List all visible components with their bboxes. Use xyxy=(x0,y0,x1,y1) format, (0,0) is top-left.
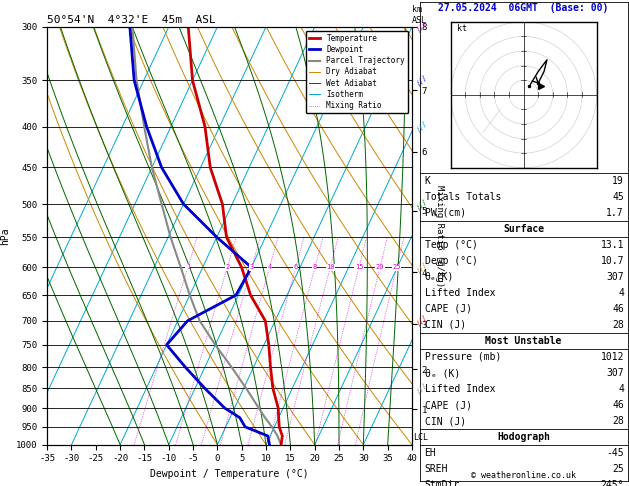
Text: 2: 2 xyxy=(225,264,230,270)
Text: -45: -45 xyxy=(606,448,624,458)
Text: 6: 6 xyxy=(294,264,298,270)
Text: PW (cm): PW (cm) xyxy=(425,208,465,218)
Text: 46: 46 xyxy=(612,304,624,314)
Text: 50°54'N  4°32'E  45m  ASL: 50°54'N 4°32'E 45m ASL xyxy=(47,15,216,25)
Text: ///: /// xyxy=(415,382,428,395)
Text: Lifted Index: Lifted Index xyxy=(425,384,495,394)
Text: ///: /// xyxy=(415,73,428,87)
Text: Surface: Surface xyxy=(503,224,544,234)
Text: Hodograph: Hodograph xyxy=(497,432,550,442)
Y-axis label: hPa: hPa xyxy=(1,227,11,244)
Text: θₑ(K): θₑ(K) xyxy=(425,272,454,282)
Text: 46: 46 xyxy=(612,400,624,410)
Text: 27.05.2024  06GMT  (Base: 00): 27.05.2024 06GMT (Base: 00) xyxy=(438,3,609,14)
Text: 13.1: 13.1 xyxy=(601,240,624,250)
Text: 4: 4 xyxy=(618,384,624,394)
Text: θₑ (K): θₑ (K) xyxy=(425,368,460,378)
Text: kt: kt xyxy=(457,24,467,33)
Text: 8: 8 xyxy=(313,264,317,270)
Text: Pressure (mb): Pressure (mb) xyxy=(425,352,501,362)
Text: Dewp (°C): Dewp (°C) xyxy=(425,256,477,266)
Y-axis label: Mixing Ratio (g/kg): Mixing Ratio (g/kg) xyxy=(435,185,443,287)
Legend: Temperature, Dewpoint, Parcel Trajectory, Dry Adiabat, Wet Adiabat, Isotherm, Mi: Temperature, Dewpoint, Parcel Trajectory… xyxy=(306,31,408,113)
Text: LCL: LCL xyxy=(413,433,428,442)
Text: 28: 28 xyxy=(612,416,624,426)
Text: 307: 307 xyxy=(606,368,624,378)
Text: 19: 19 xyxy=(612,175,624,186)
Text: 1: 1 xyxy=(186,264,190,270)
Text: 15: 15 xyxy=(355,264,363,270)
Text: EH: EH xyxy=(425,448,437,458)
Text: ///: /// xyxy=(415,20,428,34)
Text: 245°: 245° xyxy=(601,480,624,486)
Text: 10.7: 10.7 xyxy=(601,256,624,266)
Text: 45: 45 xyxy=(612,191,624,202)
Text: 28: 28 xyxy=(612,320,624,330)
Text: CIN (J): CIN (J) xyxy=(425,416,465,426)
Text: 1.7: 1.7 xyxy=(606,208,624,218)
Text: 10: 10 xyxy=(326,264,335,270)
Text: CIN (J): CIN (J) xyxy=(425,320,465,330)
Text: 4: 4 xyxy=(267,264,272,270)
Text: ///: /// xyxy=(415,120,428,133)
Text: ///: /// xyxy=(415,197,428,211)
Text: 3: 3 xyxy=(250,264,253,270)
Text: Totals Totals: Totals Totals xyxy=(425,191,501,202)
Text: Most Unstable: Most Unstable xyxy=(486,336,562,346)
Text: 20: 20 xyxy=(376,264,384,270)
X-axis label: Dewpoint / Temperature (°C): Dewpoint / Temperature (°C) xyxy=(150,469,309,479)
Text: 25: 25 xyxy=(612,464,624,474)
Text: SREH: SREH xyxy=(425,464,448,474)
Text: 4: 4 xyxy=(618,288,624,298)
Text: CAPE (J): CAPE (J) xyxy=(425,400,472,410)
Text: StmDir: StmDir xyxy=(425,480,460,486)
Text: km
ASL: km ASL xyxy=(412,5,427,25)
Text: K: K xyxy=(425,175,430,186)
Text: 1012: 1012 xyxy=(601,352,624,362)
Text: © weatheronline.co.uk: © weatheronline.co.uk xyxy=(471,470,576,480)
Text: Lifted Index: Lifted Index xyxy=(425,288,495,298)
Text: 25: 25 xyxy=(392,264,401,270)
Text: Temp (°C): Temp (°C) xyxy=(425,240,477,250)
Text: ///: /// xyxy=(415,260,428,274)
Text: ///: /// xyxy=(415,314,428,328)
Text: CAPE (J): CAPE (J) xyxy=(425,304,472,314)
Text: 307: 307 xyxy=(606,272,624,282)
